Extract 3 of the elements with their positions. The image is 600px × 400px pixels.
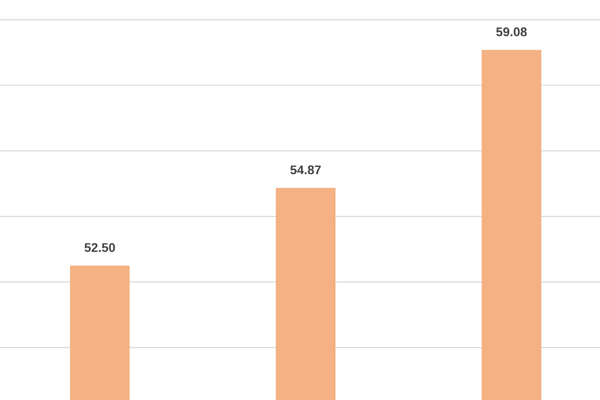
data-label: 52.50 bbox=[84, 243, 115, 252]
data-label: 59.08 bbox=[496, 27, 527, 36]
data-label: 54.87 bbox=[290, 165, 321, 174]
